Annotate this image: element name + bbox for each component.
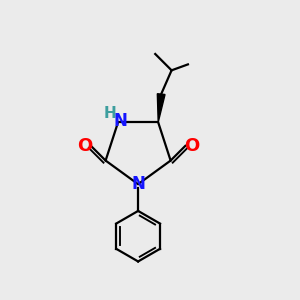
Text: O: O <box>184 137 200 155</box>
Text: H: H <box>103 106 116 121</box>
Polygon shape <box>157 94 165 122</box>
Text: N: N <box>131 175 145 193</box>
Text: N: N <box>113 112 127 130</box>
Text: O: O <box>77 137 92 155</box>
